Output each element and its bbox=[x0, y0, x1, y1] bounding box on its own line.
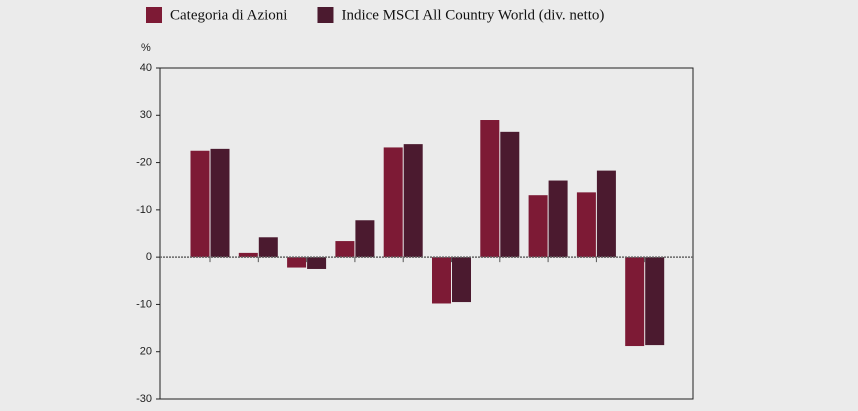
bar bbox=[500, 131, 520, 258]
legend-label: Categoria di Azioni bbox=[170, 7, 287, 23]
bar bbox=[287, 257, 307, 268]
bar bbox=[576, 192, 596, 258]
bar bbox=[258, 237, 278, 258]
bar bbox=[190, 150, 210, 258]
y-tick-label: 20 bbox=[140, 346, 152, 358]
bar bbox=[238, 252, 258, 258]
bar bbox=[452, 257, 471, 303]
bar bbox=[596, 170, 616, 258]
y-tick-label: 40 bbox=[140, 62, 152, 74]
bar bbox=[210, 148, 230, 258]
y-tick-label: 30 bbox=[140, 109, 152, 121]
plot-area bbox=[159, 67, 694, 400]
y-tick-label: -20 bbox=[136, 156, 152, 168]
y-tick-label: -10 bbox=[136, 298, 152, 310]
bar bbox=[625, 257, 645, 347]
bar bbox=[645, 257, 665, 346]
bar bbox=[432, 257, 451, 304]
y-axis-label: % bbox=[141, 42, 151, 54]
bar bbox=[480, 120, 500, 258]
legend-swatch bbox=[317, 7, 334, 23]
bar bbox=[335, 241, 355, 258]
y-tick-label: 0 bbox=[146, 251, 152, 263]
bar bbox=[528, 195, 548, 258]
legend-swatch bbox=[146, 7, 162, 23]
bar bbox=[383, 147, 403, 258]
y-tick-label: -30 bbox=[136, 393, 152, 405]
bar bbox=[355, 220, 375, 258]
bar bbox=[403, 144, 423, 258]
bar bbox=[307, 257, 327, 269]
bar bbox=[548, 180, 568, 258]
legend-label: Indice MSCI All Country World (div. nett… bbox=[341, 7, 604, 23]
y-tick-label: -10 bbox=[136, 204, 152, 216]
